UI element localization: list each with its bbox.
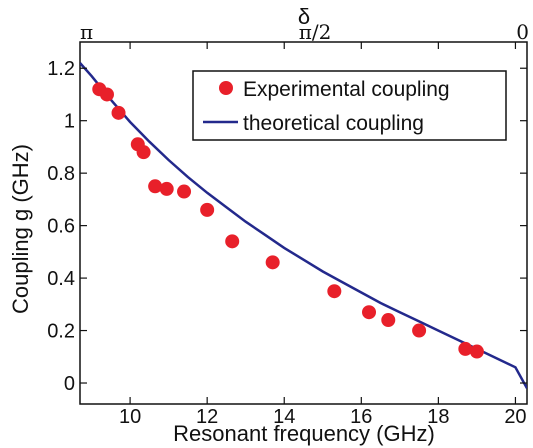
- y-tick-label: 0.4: [47, 268, 75, 290]
- x-tick-label: 10: [119, 406, 141, 428]
- experimental-point: [381, 313, 396, 328]
- experimental-point: [111, 105, 126, 120]
- y-tick-label: 0: [64, 373, 75, 395]
- experimental-point: [200, 202, 215, 217]
- theoretical-coupling-line: [80, 62, 527, 389]
- experimental-point: [327, 284, 342, 299]
- experimental-point: [177, 184, 192, 199]
- top-axis-ticks: π π/2 0: [80, 20, 529, 44]
- x-tick-label: 16: [350, 406, 372, 428]
- legend-experimental-label: Experimental coupling: [243, 78, 450, 101]
- legend-theoretical-label: theoretical coupling: [243, 112, 424, 135]
- experimental-point: [265, 255, 280, 270]
- experimental-point: [99, 87, 114, 102]
- y-tick-label: 0.6: [47, 216, 75, 238]
- legend-box: [192, 70, 507, 141]
- experimental-point: [458, 341, 473, 356]
- experimental-point: [412, 323, 427, 338]
- experimental-point: [362, 305, 377, 320]
- y-axis-ticks: 0 0.2 0.4 0.6 0.8 1 1.2: [47, 58, 527, 395]
- x-tick-label: 14: [273, 406, 295, 428]
- x-axis-ticks: 10 12 14 16 18 20: [119, 42, 527, 428]
- y-tick-label: 0.2: [47, 321, 75, 343]
- x-tick-label: 20: [504, 406, 526, 428]
- series-group: [80, 62, 527, 389]
- experimental-point: [469, 344, 484, 359]
- top-tick-label: 0: [516, 20, 529, 44]
- top-tick-label: π: [80, 20, 93, 44]
- legend: Experimental coupling theoretical coupli…: [192, 70, 507, 141]
- experimental-point: [159, 181, 174, 196]
- x-axis-title: Resonant frequency (GHz): [173, 421, 435, 446]
- y-tick-label: 1.2: [47, 58, 75, 80]
- y-tick-label: 0.8: [47, 163, 75, 185]
- legend-experimental-marker: [219, 81, 233, 95]
- x-tick-label: 18: [427, 406, 449, 428]
- top-axis-label: δ: [298, 4, 310, 29]
- x-tick-label: 12: [196, 406, 218, 428]
- top-tick-label: π/2: [299, 20, 332, 44]
- plot-frame: [79, 41, 528, 405]
- experimental-point: [148, 179, 163, 194]
- y-axis-title: Coupling g (GHz): [8, 144, 33, 314]
- experimental-point: [225, 234, 240, 249]
- experimental-point: [136, 145, 151, 160]
- y-tick-label: 1: [64, 111, 75, 133]
